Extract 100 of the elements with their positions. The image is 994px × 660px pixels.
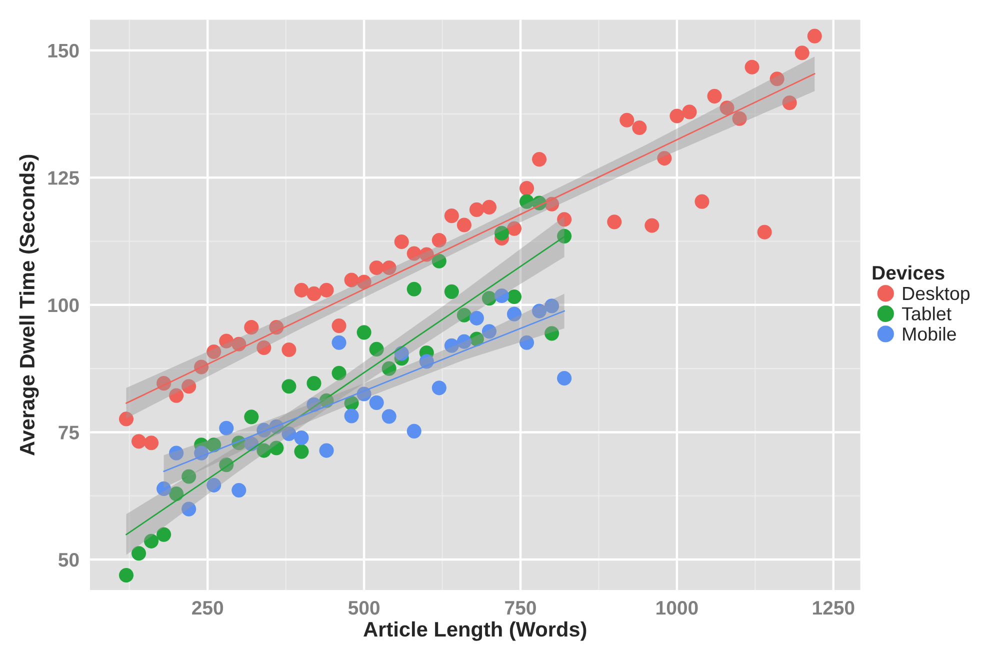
point (131, 434, 146, 449)
point (294, 444, 309, 459)
point (382, 260, 396, 276)
point (544, 298, 560, 314)
x-tick-label: 1250 (812, 600, 854, 615)
point (744, 60, 760, 74)
point (156, 481, 172, 496)
point (182, 469, 196, 484)
point (282, 379, 296, 394)
point (694, 194, 710, 209)
y-tick-label: 50 (58, 552, 79, 567)
x-tick-label: 500 (348, 600, 380, 615)
point (118, 412, 134, 426)
point (219, 334, 234, 348)
x-tick-label: 1000 (656, 600, 698, 615)
point (444, 208, 459, 224)
point (306, 376, 322, 391)
x-tick-label: 250 (192, 600, 224, 615)
point (519, 194, 534, 209)
y-tick-label: 150 (48, 44, 79, 58)
point (644, 218, 660, 233)
point (557, 370, 572, 386)
point (406, 424, 422, 438)
point (144, 436, 159, 450)
point (482, 200, 496, 214)
point (707, 88, 722, 104)
point (494, 226, 510, 240)
point (344, 272, 359, 288)
y-axis-title: Average Dwell Time (Seconds) (19, 154, 39, 456)
point (444, 338, 459, 353)
y-tick-label: 100 (48, 298, 79, 312)
point (332, 335, 346, 350)
point (369, 342, 384, 356)
point (156, 527, 172, 542)
point (369, 395, 384, 410)
point (532, 152, 547, 167)
point (506, 221, 522, 236)
point (456, 334, 472, 349)
point (169, 446, 184, 460)
point (482, 291, 496, 306)
point (118, 568, 134, 583)
y-tick-label: 75 (58, 426, 79, 440)
point (506, 306, 522, 322)
point (432, 254, 446, 268)
point (369, 260, 384, 276)
point (682, 104, 697, 120)
point (206, 438, 222, 452)
point (482, 324, 496, 339)
point (182, 502, 196, 516)
point (319, 282, 334, 298)
point (720, 100, 734, 116)
legend-label: Desktop (903, 286, 970, 304)
point (332, 366, 346, 380)
point (406, 282, 422, 296)
point (544, 326, 560, 341)
point (607, 214, 622, 230)
point (282, 426, 296, 442)
point (444, 284, 459, 299)
point (557, 212, 572, 227)
point (506, 289, 522, 304)
point (219, 420, 234, 436)
point (344, 408, 359, 424)
point (432, 380, 446, 396)
point (406, 246, 422, 261)
point (782, 96, 797, 110)
point (394, 234, 409, 250)
point (269, 440, 284, 456)
point (519, 181, 534, 196)
legend-label: Mobile (903, 326, 956, 341)
point (169, 388, 184, 403)
point (382, 409, 396, 424)
point (256, 443, 272, 458)
point (456, 308, 472, 322)
point (670, 108, 684, 124)
point (232, 482, 246, 498)
point (757, 224, 772, 240)
point (244, 320, 259, 335)
point (732, 111, 747, 126)
point (456, 218, 472, 232)
legend-title: Devices (872, 265, 944, 280)
point (319, 443, 334, 458)
point (770, 72, 784, 86)
x-axis-title: Article Length (Words) (364, 621, 586, 641)
point (532, 304, 547, 318)
point (657, 151, 672, 166)
point (382, 361, 396, 376)
point (557, 228, 572, 244)
x-tick-label: 750 (505, 600, 536, 615)
point (256, 340, 272, 355)
legend-label: Tablet (902, 306, 952, 320)
point (620, 112, 634, 128)
point (794, 46, 810, 60)
point (519, 335, 534, 350)
point (131, 546, 146, 561)
point (356, 325, 372, 340)
point (469, 310, 484, 326)
point (632, 120, 647, 136)
point (469, 202, 484, 217)
point (306, 286, 322, 302)
point (294, 282, 309, 298)
